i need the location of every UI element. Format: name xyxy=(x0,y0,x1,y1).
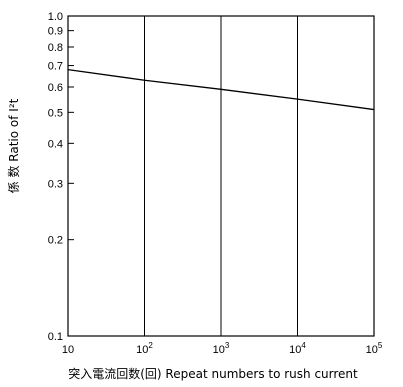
x-tick-label-base: 10 xyxy=(289,344,301,356)
y-tick-label: 1.0 xyxy=(48,11,63,23)
data-point xyxy=(143,79,146,81)
y-tick-label: 0.1 xyxy=(48,331,63,343)
x-tick-label: 102 xyxy=(136,341,153,356)
y-tick-label: 0.7 xyxy=(48,61,63,73)
x-tick-label-base: 10 xyxy=(136,344,148,356)
y-tick-label: 0.3 xyxy=(48,178,63,190)
series-group xyxy=(67,68,375,111)
x-tick-label: 10 xyxy=(62,344,74,356)
x-tick-label: 103 xyxy=(213,341,230,356)
y-axis-title: 係 数 Ratio of I²t xyxy=(6,98,21,193)
y-tick-label: 0.5 xyxy=(48,107,63,119)
x-tick-label-base: 10 xyxy=(62,344,74,356)
plot-area-frame xyxy=(67,15,375,337)
y-tick-label: 0.4 xyxy=(48,138,63,150)
x-tick-labels: 10 102 103 104 105 xyxy=(62,341,383,356)
y-tick-label: 0.6 xyxy=(48,82,63,94)
data-point xyxy=(67,68,69,71)
x-tick-label-exponent: 4 xyxy=(301,341,306,350)
x-tick-label: 104 xyxy=(289,341,306,356)
data-point xyxy=(296,98,299,100)
data-point xyxy=(220,88,222,90)
y-tick-label: 0.9 xyxy=(48,26,63,38)
tick-marks xyxy=(68,15,74,337)
data-point xyxy=(373,108,375,111)
x-tick-label-base: 10 xyxy=(213,344,225,356)
x-tick-label-exponent: 3 xyxy=(225,341,230,350)
y-tick-label: 0.8 xyxy=(48,42,63,54)
x-tick-label-exponent: 5 xyxy=(378,341,383,350)
x-tick-label: 105 xyxy=(366,341,383,356)
grid-lines xyxy=(144,16,298,336)
x-axis-title: 突入電流回数(回) Repeat numbers to rush current xyxy=(68,366,358,381)
y-tick-label: 0.2 xyxy=(48,235,63,247)
y-tick-labels: 0.1 0.2 0.3 0.4 0.5 0.6 0.7 0.8 0.9 1.0 xyxy=(48,11,63,343)
x-tick-label-exponent: 2 xyxy=(148,341,153,350)
x-tick-label-base: 10 xyxy=(366,344,378,356)
